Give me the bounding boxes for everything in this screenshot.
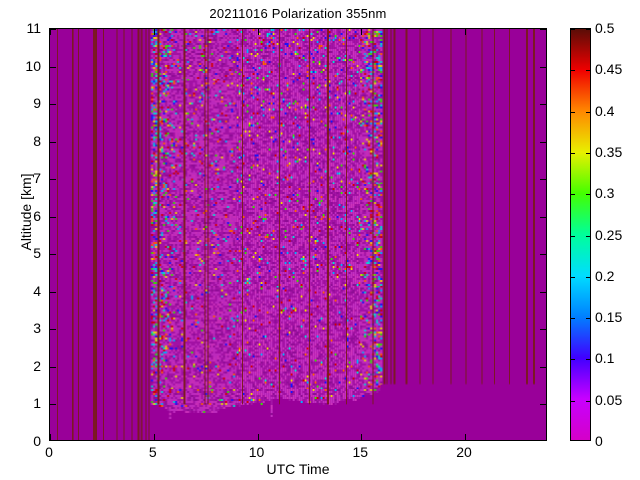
x-tick-label: 5 xyxy=(148,444,157,460)
y-tick xyxy=(50,404,56,406)
y-tick-label: 2 xyxy=(33,357,41,374)
colorbar-tick-label: 0.4 xyxy=(595,102,615,119)
y-tick xyxy=(50,104,56,106)
y-tick xyxy=(540,291,546,293)
x-tick xyxy=(153,29,155,35)
colorbar-tick xyxy=(586,29,590,30)
y-tick xyxy=(540,66,546,68)
y-axis-label: Altitude [km] xyxy=(18,173,34,251)
colorbar-tick-label: 0.05 xyxy=(595,391,623,408)
colorbar-tick xyxy=(586,111,590,113)
y-tick xyxy=(540,366,546,368)
y-tick xyxy=(50,254,56,256)
colorbar-tick xyxy=(571,235,575,237)
x-tick xyxy=(50,434,51,440)
x-axis-label: UTC Time xyxy=(266,461,330,477)
colorbar-tick xyxy=(571,359,575,361)
heatmap-image xyxy=(50,29,546,440)
x-tick xyxy=(257,29,259,35)
y-tick-label: 4 xyxy=(33,282,41,299)
colorbar-tick xyxy=(571,276,575,278)
y-tick xyxy=(540,254,546,256)
colorbar-tick xyxy=(571,318,575,320)
y-tick xyxy=(540,216,546,218)
y-tick-label: 7 xyxy=(33,170,41,187)
colorbar-tick-label: 0.1 xyxy=(595,350,615,367)
colorbar-tick-label: 0.45 xyxy=(595,61,623,78)
y-tick-label: 6 xyxy=(33,207,41,224)
colorbar[interactable] xyxy=(570,28,591,441)
y-tick xyxy=(540,179,546,181)
colorbar-tick xyxy=(571,400,575,402)
y-tick xyxy=(50,291,56,293)
colorbar-tick xyxy=(571,111,575,113)
x-tick xyxy=(361,29,363,35)
colorbar-tick xyxy=(586,318,590,320)
x-tick xyxy=(465,29,466,35)
y-tick-label: 3 xyxy=(33,320,41,337)
y-tick xyxy=(540,29,546,30)
y-tick xyxy=(50,329,56,331)
x-tick-label: 20 xyxy=(456,444,472,460)
colorbar-tick-label: 0.15 xyxy=(595,309,623,326)
y-tick xyxy=(540,104,546,106)
colorbar-tick xyxy=(586,194,590,196)
y-tick-label: 1 xyxy=(33,395,41,412)
y-tick xyxy=(50,29,56,30)
colorbar-tick-label: 0.3 xyxy=(595,185,615,202)
page-title: 20211016 Polarization 355nm xyxy=(209,6,387,21)
colorbar-tick-label: 0.5 xyxy=(595,20,615,36)
y-tick-label: 11 xyxy=(26,20,41,36)
heatmap-plot-area[interactable] xyxy=(49,28,547,441)
colorbar-tick xyxy=(571,29,575,30)
colorbar-tick xyxy=(571,194,575,196)
colorbar-tick xyxy=(586,235,590,237)
colorbar-tick xyxy=(571,70,575,72)
x-tick-label: 15 xyxy=(352,444,369,460)
colorbar-tick-label: 0.35 xyxy=(595,143,623,160)
colorbar-tick-label: 0.2 xyxy=(595,267,615,284)
y-tick xyxy=(50,179,56,181)
colorbar-tick xyxy=(586,70,590,72)
x-tick xyxy=(50,29,51,35)
y-tick xyxy=(50,366,56,368)
x-tick xyxy=(465,434,466,440)
x-tick-label: 10 xyxy=(248,444,265,460)
y-tick xyxy=(50,216,56,218)
y-tick xyxy=(540,141,546,143)
colorbar-tick xyxy=(571,152,575,154)
y-tick xyxy=(50,141,56,143)
colorbar-tick-label: 0.25 xyxy=(595,226,623,243)
y-tick-label: 10 xyxy=(25,57,41,74)
colorbar-tick xyxy=(586,152,590,154)
x-tick xyxy=(153,434,155,440)
colorbar-tick xyxy=(586,276,590,278)
y-tick-label: 9 xyxy=(33,95,41,112)
y-tick-label: 8 xyxy=(33,132,41,149)
colorbar-gradient xyxy=(571,29,590,440)
colorbar-tick xyxy=(586,359,590,361)
x-tick xyxy=(257,434,259,440)
y-tick xyxy=(540,404,546,406)
y-tick xyxy=(50,66,56,68)
y-tick-label: 0 xyxy=(33,433,41,449)
colorbar-tick xyxy=(586,400,590,402)
x-tick xyxy=(361,434,363,440)
y-tick xyxy=(540,329,546,331)
colorbar-tick-label: 0 xyxy=(595,433,603,449)
x-tick-label: 0 xyxy=(45,444,53,460)
y-tick-label: 5 xyxy=(33,245,41,262)
